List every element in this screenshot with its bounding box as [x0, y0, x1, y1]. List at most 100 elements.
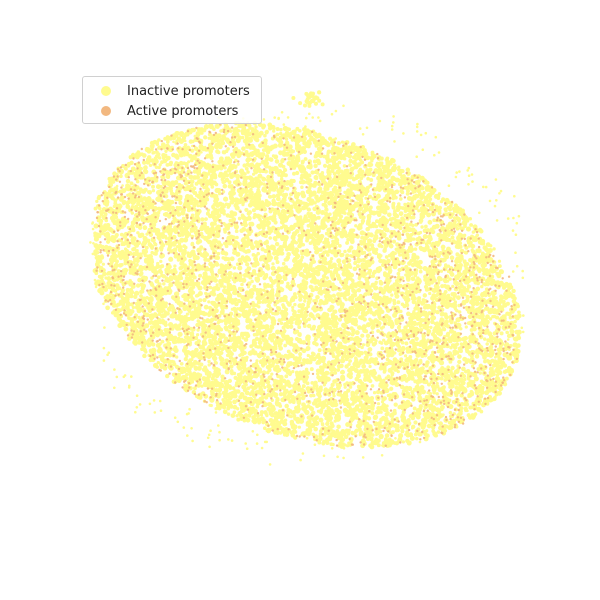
- point-inactive: [281, 173, 286, 177]
- point-inactive: [424, 310, 428, 315]
- point-inactive: [413, 247, 418, 251]
- point-inactive: [210, 185, 215, 189]
- point-inactive: [324, 403, 329, 408]
- point-inactive: [312, 340, 317, 346]
- point-inactive: [297, 309, 302, 314]
- point-inactive: [278, 162, 284, 168]
- point-inactive: [168, 256, 174, 262]
- point-inactive: [223, 380, 228, 385]
- point-inactive: [101, 262, 106, 266]
- point-inactive: [214, 373, 220, 379]
- point-inactive: [351, 282, 356, 287]
- point-inactive: [367, 238, 373, 244]
- point-inactive: [264, 169, 268, 174]
- point-inactive: [463, 335, 468, 341]
- point-inactive: [365, 342, 371, 348]
- point-inactive: [344, 364, 349, 369]
- point-inactive: [223, 395, 228, 400]
- point-inactive: [214, 182, 219, 187]
- point-inactive: [119, 195, 125, 200]
- point-inactive: [237, 257, 243, 263]
- point-inactive: [343, 382, 347, 387]
- point-inactive: [196, 293, 200, 298]
- point-inactive: [310, 351, 315, 355]
- point-inactive: [196, 365, 202, 371]
- point-inactive: [376, 269, 381, 274]
- point-inactive: [449, 255, 455, 260]
- point-inactive: [400, 429, 405, 434]
- point-inactive: [236, 162, 240, 166]
- point-inactive: [451, 284, 455, 289]
- point-inactive: [251, 252, 256, 257]
- point-inactive: [186, 169, 192, 174]
- point-inactive: [326, 280, 332, 285]
- point-inactive: [223, 230, 227, 234]
- point-inactive: [267, 402, 271, 406]
- point-inactive: [396, 271, 401, 276]
- point-inactive: [147, 328, 152, 332]
- point-inactive: [415, 436, 419, 441]
- point-inactive: [234, 229, 239, 234]
- point-inactive: [309, 393, 313, 398]
- point-inactive: [497, 352, 501, 357]
- point-inactive: [312, 159, 317, 164]
- point-inactive: [298, 352, 303, 357]
- point-inactive: [378, 258, 383, 264]
- point-inactive: [482, 271, 486, 276]
- point-inactive: [294, 254, 300, 260]
- point-inactive: [244, 413, 248, 418]
- point-inactive: [306, 353, 310, 358]
- point-inactive: [401, 229, 406, 234]
- point-inactive: [427, 234, 432, 239]
- point-inactive: [328, 136, 333, 141]
- point-inactive: [270, 372, 274, 376]
- point-inactive: [262, 426, 267, 431]
- point-inactive: [422, 234, 428, 240]
- point-inactive: [299, 282, 304, 287]
- point-inactive: [161, 274, 167, 279]
- point-inactive: [448, 410, 453, 415]
- point-inactive: [337, 160, 342, 165]
- point-inactive: [204, 371, 209, 376]
- point-inactive: [252, 398, 258, 403]
- point-inactive: [148, 163, 153, 168]
- point-inactive: [482, 337, 487, 341]
- point-inactive: [376, 402, 381, 406]
- point-inactive: [264, 339, 269, 344]
- point-inactive: [511, 288, 516, 294]
- point-inactive: [387, 316, 392, 321]
- point-inactive: [463, 250, 468, 255]
- point-inactive: [339, 252, 344, 258]
- point-inactive: [399, 189, 404, 194]
- point-inactive: [475, 233, 480, 238]
- point-inactive: [214, 407, 218, 411]
- point-inactive: [350, 286, 354, 290]
- point-inactive: [332, 394, 336, 398]
- point-inactive: [324, 398, 329, 403]
- point-inactive: [499, 299, 504, 304]
- point-inactive: [465, 226, 472, 232]
- point-inactive: [162, 282, 166, 286]
- point-inactive: [300, 185, 304, 190]
- point-inactive: [517, 310, 521, 315]
- point-inactive: [336, 141, 341, 146]
- point-inactive: [266, 370, 270, 375]
- point-inactive: [227, 378, 232, 383]
- point-inactive: [190, 148, 195, 153]
- point-inactive: [131, 305, 136, 310]
- point-inactive: [285, 324, 291, 330]
- point-inactive: [240, 282, 244, 287]
- point-inactive: [303, 157, 308, 161]
- point-inactive: [316, 409, 321, 413]
- point-inactive: [316, 160, 322, 166]
- point-inactive: [434, 223, 440, 229]
- point-inactive: [397, 165, 401, 169]
- point-inactive: [131, 247, 136, 252]
- point-inactive: [255, 400, 261, 406]
- point-inactive: [145, 146, 149, 151]
- point-inactive: [316, 146, 322, 152]
- point-inactive: [237, 286, 242, 291]
- point-inactive: [241, 146, 246, 151]
- point-inactive: [368, 364, 372, 369]
- point-inactive: [289, 414, 293, 419]
